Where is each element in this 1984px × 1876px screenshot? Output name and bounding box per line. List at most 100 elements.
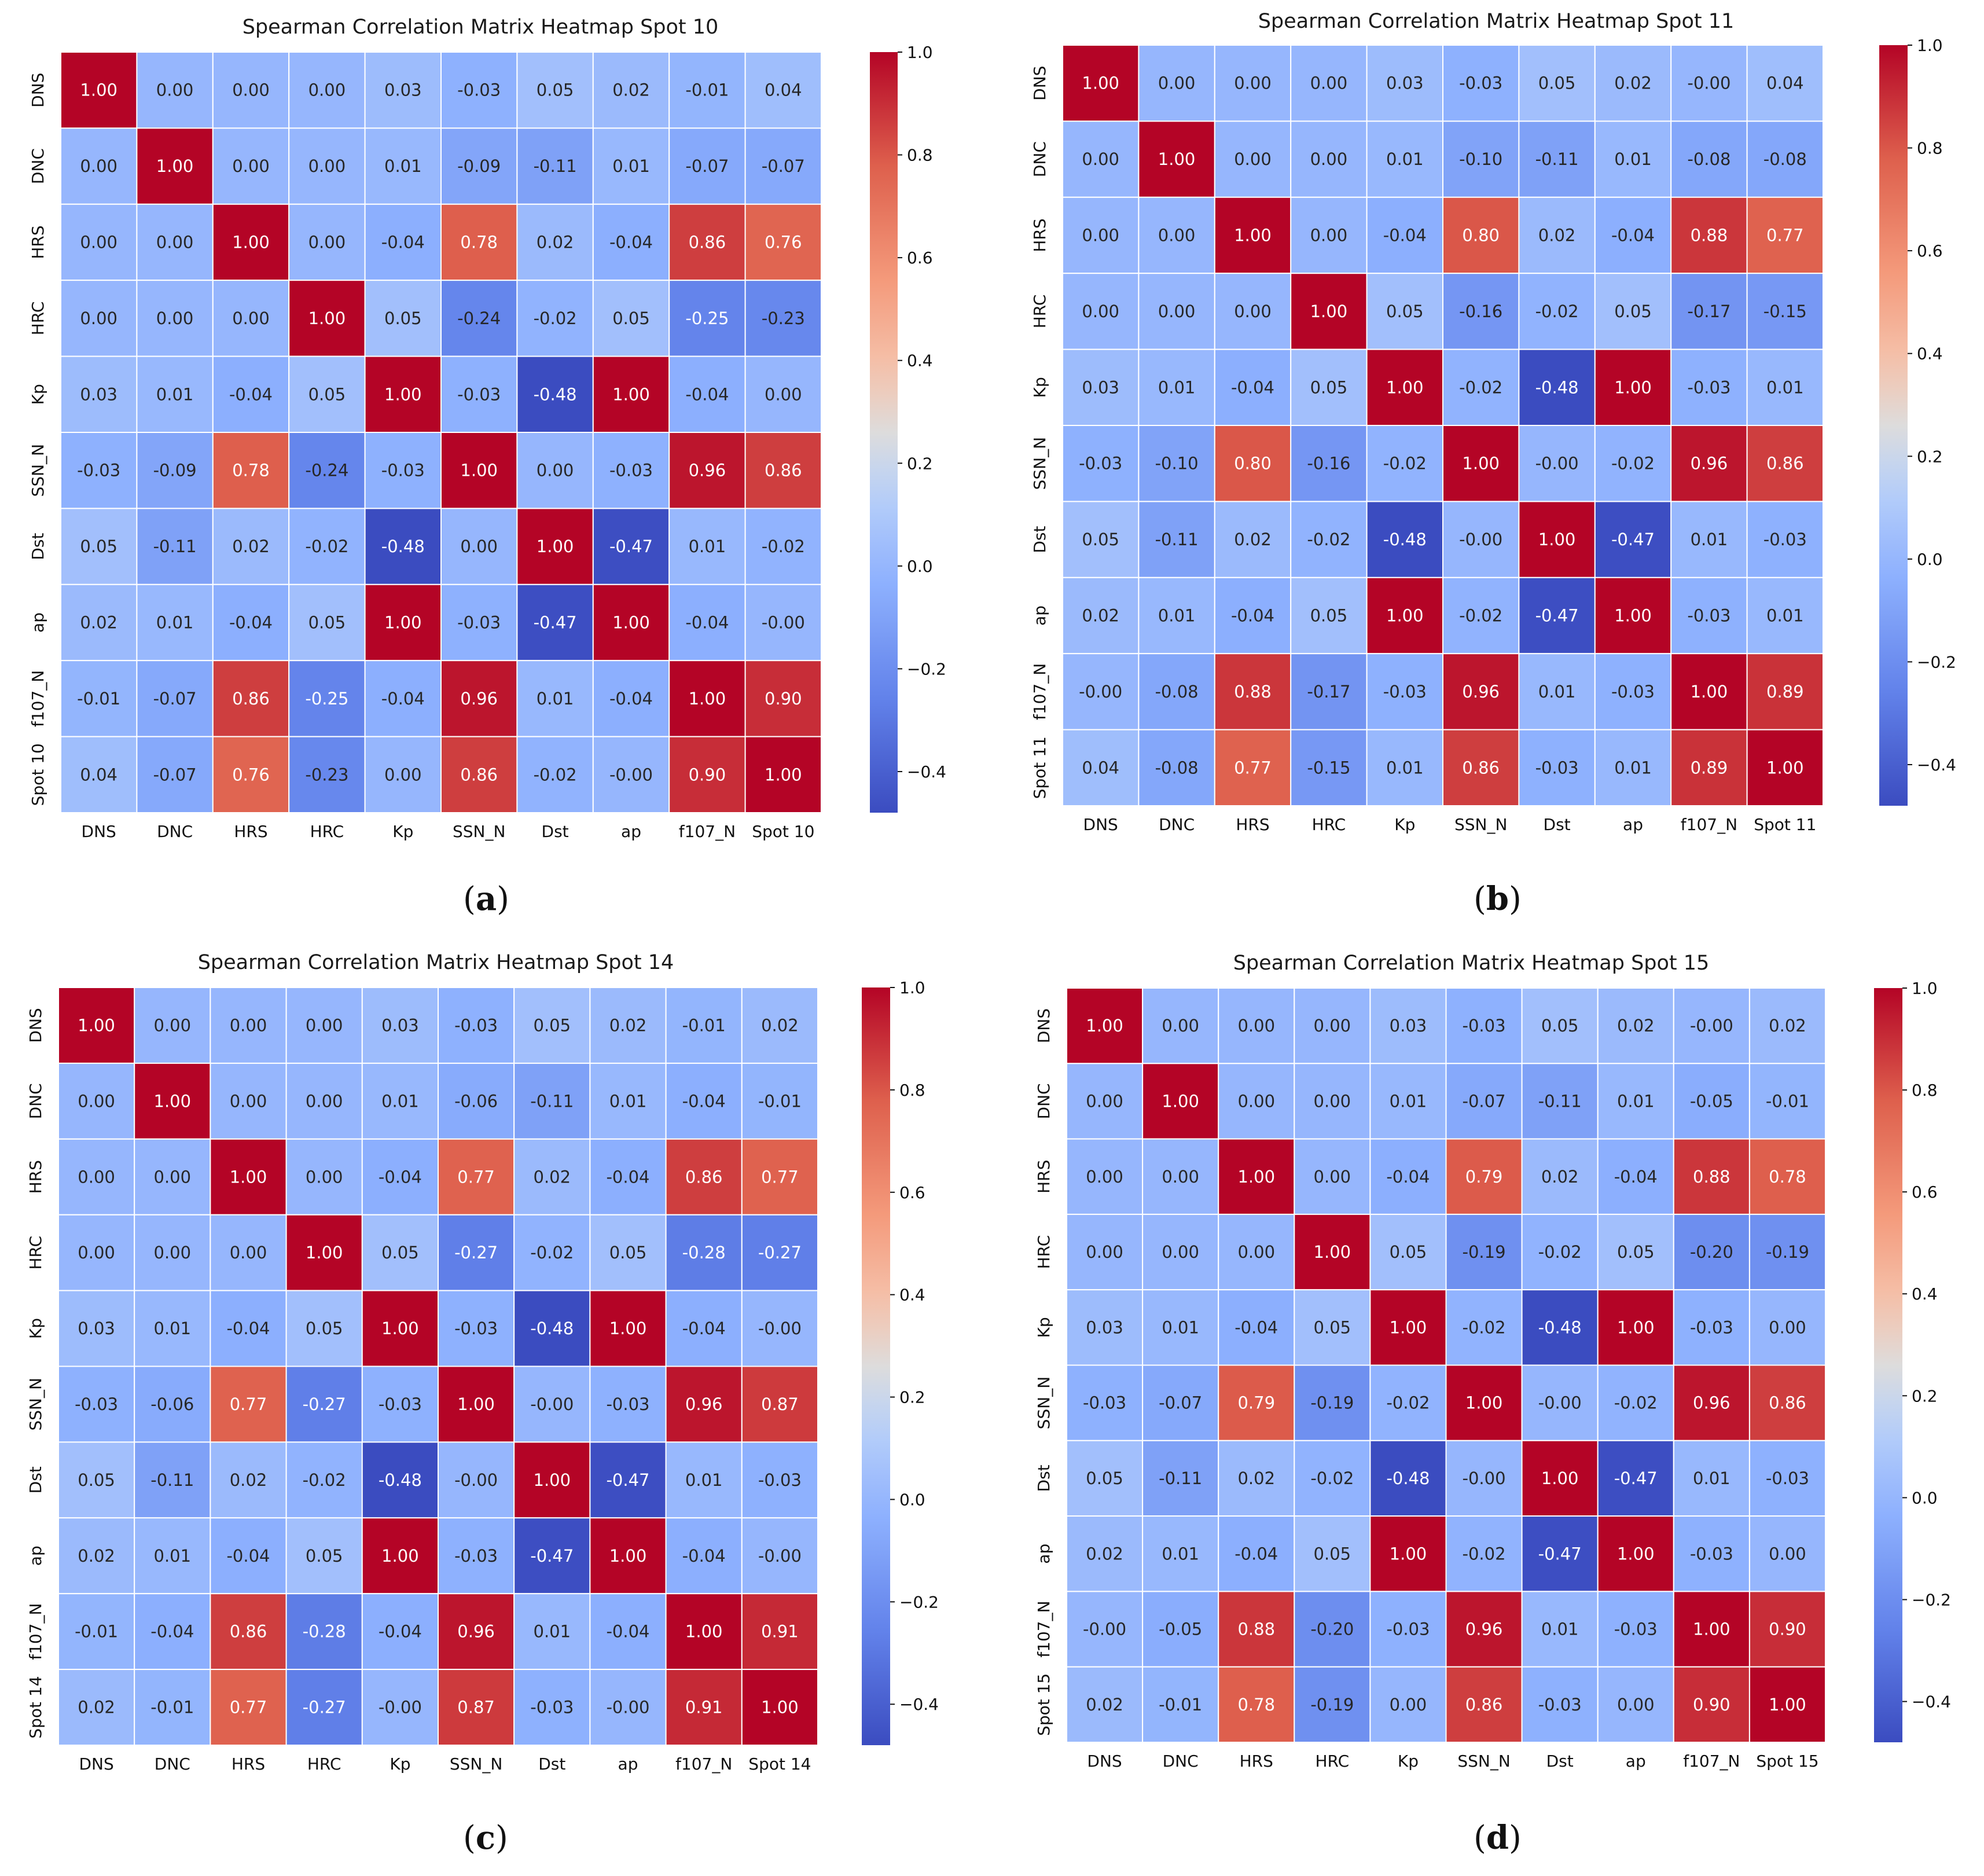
cell-value-label: 0.01 — [1614, 758, 1652, 777]
heatmap-cell — [1748, 1289, 1827, 1366]
cell-value-label: -0.07 — [153, 765, 197, 784]
cell-value-label: 0.01 — [1158, 606, 1196, 626]
heatmap-cell — [1597, 1440, 1674, 1517]
heatmap-cell — [58, 987, 135, 1064]
heatmap-cell — [744, 52, 822, 129]
heatmap-cell — [1369, 1289, 1447, 1366]
cell-value-label: -0.04 — [606, 1622, 649, 1642]
cell-value-label: 0.80 — [1462, 226, 1500, 245]
cell-value-label: 0.01 — [1158, 377, 1196, 397]
heatmap-cell — [1521, 1213, 1599, 1291]
heatmap-cell — [1142, 987, 1219, 1064]
cell-value-label: 0.00 — [1162, 1016, 1199, 1036]
cell-value-label: -0.24 — [305, 461, 348, 480]
cell-value-label: -0.03 — [1383, 682, 1427, 702]
y-tick-label: HRC — [1034, 1235, 1053, 1269]
heatmap-cell — [741, 1138, 819, 1216]
heatmap-cell — [1597, 1515, 1674, 1592]
cell-value-label: 0.05 — [612, 309, 650, 328]
cell-value-label: 0.04 — [765, 80, 802, 100]
heatmap-panel-c: Spearman Correlation Matrix Heatmap Spot… — [0, 938, 992, 1876]
cell-value-label: 0.00 — [1086, 1091, 1123, 1111]
heatmap-cell — [361, 1062, 439, 1140]
heatmap-cell — [744, 508, 822, 585]
heatmap-cell — [1062, 729, 1140, 806]
cell-value-label: 0.02 — [80, 613, 117, 633]
heatmap-cell — [1670, 653, 1748, 730]
cell-value-label: 0.01 — [609, 1091, 647, 1111]
heatmap-cell — [589, 1290, 667, 1367]
cell-value-label: -0.02 — [1611, 454, 1655, 473]
heatmap-cell — [744, 280, 822, 357]
heatmap-cell — [212, 52, 290, 129]
y-tick-label: Dst — [26, 1466, 45, 1493]
heatmap-cell — [592, 508, 670, 585]
cell-value-label: 0.05 — [80, 537, 117, 556]
heatmap-cell — [516, 203, 594, 281]
cell-value-label: 0.03 — [1390, 1016, 1427, 1036]
cell-value-label: 1.00 — [1538, 530, 1576, 549]
cell-value-label: 0.77 — [230, 1698, 267, 1717]
cell-value-label: -0.04 — [226, 1546, 270, 1566]
cell-value-label: -0.27 — [758, 1243, 802, 1262]
cell-value-label: 0.89 — [1766, 682, 1804, 702]
cell-value-label: 0.00 — [1086, 1242, 1123, 1262]
cell-value-label: -0.03 — [1386, 1620, 1430, 1639]
cell-value-label: -0.11 — [1535, 149, 1579, 169]
cell-value-label: 1.00 — [1082, 74, 1119, 93]
cell-value-label: 0.00 — [308, 233, 346, 252]
colorbar — [1879, 45, 1908, 806]
heatmap-cell — [1594, 653, 1672, 730]
heatmap-cell — [58, 1669, 135, 1746]
heatmap-cell — [210, 1441, 287, 1519]
x-tick-label: SSN_N — [453, 822, 505, 841]
heatmap-panel-b: Spearman Correlation Matrix Heatmap Spot… — [992, 0, 1984, 938]
heatmap-cell — [136, 660, 214, 737]
heatmap-cell — [744, 736, 822, 813]
heatmap-cell — [1670, 120, 1748, 198]
cell-value-label: 0.02 — [1237, 1469, 1275, 1488]
chart-title: Spearman Correlation Matrix Heatmap Spot… — [1233, 952, 1710, 975]
cell-value-label: 0.01 — [381, 1091, 419, 1111]
cell-value-label: 0.05 — [537, 80, 574, 100]
cell-value-label: 1.00 — [1617, 1544, 1655, 1563]
cell-value-label: 1.00 — [1162, 1091, 1199, 1111]
heatmap-cell — [361, 1214, 439, 1291]
cell-value-label: 0.00 — [537, 461, 574, 480]
y-tick-label: DNS — [28, 73, 47, 108]
heatmap-cell — [1214, 729, 1292, 806]
cell-value-label: -0.19 — [1463, 1242, 1506, 1262]
heatmap-cell — [1138, 45, 1215, 122]
cell-value-label: -0.11 — [534, 156, 577, 176]
heatmap-cell — [440, 583, 518, 662]
cell-value-label: -0.47 — [1538, 1544, 1582, 1563]
cell-value-label: 0.00 — [232, 156, 270, 176]
cell-value-label: -0.00 — [1083, 1620, 1126, 1639]
heatmap-cell — [134, 1290, 211, 1367]
cell-value-label: -0.27 — [454, 1243, 498, 1262]
cell-value-label: 1.00 — [1086, 1016, 1123, 1036]
cell-value-label: 0.79 — [1237, 1393, 1275, 1413]
cell-value-label: -0.19 — [1310, 1695, 1354, 1715]
cell-value-label: 0.00 — [1234, 149, 1272, 169]
heatmap-cell — [1746, 729, 1824, 806]
heatmap-cell — [1521, 1666, 1599, 1743]
cell-value-label: 1.00 — [765, 765, 802, 784]
heatmap-cell — [212, 583, 290, 662]
heatmap-cell — [1290, 729, 1368, 806]
heatmap-cell — [668, 203, 746, 281]
heatmap-cell — [288, 127, 366, 205]
heatmap-cell — [1594, 729, 1672, 806]
y-tick-label: HRS — [26, 1160, 45, 1194]
cell-value-label: -0.48 — [381, 537, 425, 556]
cell-value-label: -0.03 — [454, 1015, 498, 1035]
heatmap-cell — [1062, 653, 1140, 730]
heatmap-cell — [364, 203, 442, 281]
cell-value-label: 0.00 — [1310, 74, 1348, 93]
cell-value-label: -0.05 — [1690, 1091, 1733, 1111]
cell-value-label: -0.03 — [75, 1394, 118, 1414]
cell-value-label: 0.87 — [457, 1698, 495, 1717]
heatmap-cell — [1673, 1364, 1750, 1441]
cell-value-label: 0.00 — [154, 1167, 192, 1187]
cell-value-label: -0.01 — [682, 1015, 726, 1035]
